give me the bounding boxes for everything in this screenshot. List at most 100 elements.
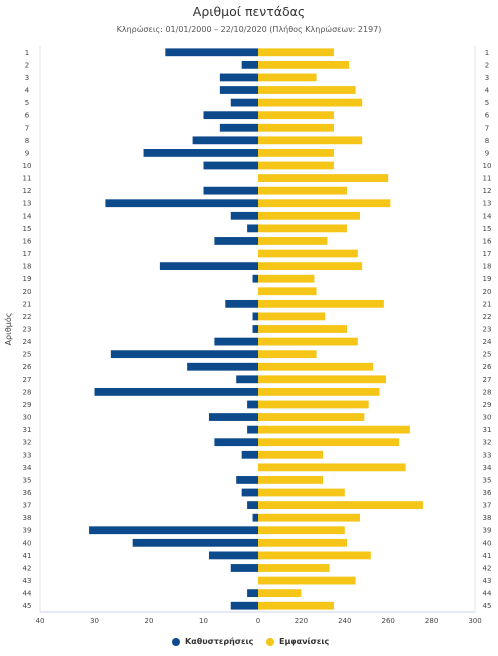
- bar-appearances-21: [258, 299, 384, 308]
- y-tick-right-23: 23: [483, 326, 492, 334]
- bar-delays-27: [236, 375, 258, 384]
- bar-delays-22: [252, 312, 258, 321]
- legend-label-delays: Καθυστερήσεις: [185, 637, 254, 646]
- bar-delays-45: [230, 601, 258, 610]
- bar-appearances-20: [258, 287, 317, 296]
- y-tick-left-27: 27: [23, 376, 32, 384]
- bar-appearances-32: [258, 438, 400, 447]
- y-tick-right-11: 11: [483, 175, 492, 183]
- y-tick-right-33: 33: [483, 451, 492, 459]
- bar-delays-37: [247, 501, 258, 509]
- y-tick-right-22: 22: [483, 313, 492, 321]
- bar-appearances-40: [258, 538, 347, 547]
- bar-delays-15: [247, 224, 258, 233]
- x-tick-appearances-300: 300: [468, 617, 481, 625]
- y-tick-left-26: 26: [23, 363, 32, 371]
- y-tick-right-16: 16: [483, 237, 492, 245]
- y-tick-left-44: 44: [23, 590, 32, 598]
- legend-item-appearances[interactable]: Εμφανίσεις: [266, 637, 329, 646]
- y-tick-right-14: 14: [483, 212, 492, 220]
- bar-appearances-6: [258, 111, 334, 120]
- y-tick-right-37: 37: [483, 502, 492, 510]
- y-tick-left-9: 9: [25, 149, 29, 157]
- y-tick-left-37: 37: [23, 502, 32, 510]
- bar-appearances-5: [258, 98, 363, 107]
- bar-appearances-26: [258, 362, 374, 371]
- bar-delays-1: [165, 48, 258, 57]
- y-tick-right-34: 34: [483, 464, 492, 472]
- bar-appearances-22: [258, 312, 326, 321]
- y-tick-left-41: 41: [23, 552, 32, 560]
- y-tick-left-22: 22: [23, 313, 32, 321]
- x-tick-delays-20: 20: [145, 617, 154, 625]
- x-tick-appearances-280: 280: [425, 617, 438, 625]
- legend-marker-delays: [172, 637, 180, 646]
- y-tick-right-36: 36: [483, 489, 492, 497]
- y-tick-left-32: 32: [23, 439, 32, 447]
- bar-delays-13: [105, 199, 259, 208]
- bar-delays-23: [252, 325, 258, 333]
- bar-delays-30: [208, 413, 258, 421]
- bar-delays-9: [143, 149, 258, 157]
- bar-appearances-18: [258, 262, 363, 271]
- bar-appearances-2: [258, 60, 350, 69]
- bar-delays-8: [192, 136, 258, 145]
- y-tick-left-33: 33: [23, 451, 32, 459]
- bar-appearances-31: [258, 425, 410, 434]
- y-tick-right-27: 27: [483, 376, 492, 384]
- bar-delays-14: [230, 211, 258, 220]
- y-tick-left-30: 30: [23, 414, 32, 422]
- bar-appearances-10: [258, 161, 334, 170]
- legend-marker-appearances: [266, 637, 274, 646]
- y-tick-left-10: 10: [23, 162, 32, 170]
- bar-appearances-38: [258, 513, 360, 522]
- bar-delays-41: [208, 551, 258, 560]
- y-tick-right-29: 29: [483, 401, 492, 409]
- chart-title: Αριθμοί πεντάδας: [192, 4, 306, 19]
- bar-delays-16: [214, 237, 258, 245]
- y-tick-left-16: 16: [23, 237, 32, 245]
- bar-appearances-23: [258, 325, 347, 333]
- y-tick-left-36: 36: [23, 489, 32, 497]
- y-tick-left-35: 35: [23, 476, 32, 484]
- y-tick-left-21: 21: [23, 300, 32, 308]
- bar-appearances-41: [258, 551, 371, 560]
- y-tick-left-11: 11: [23, 175, 32, 183]
- bar-delays-28: [94, 387, 258, 396]
- y-tick-right-10: 10: [483, 162, 492, 170]
- y-tick-right-7: 7: [485, 124, 489, 132]
- legend-item-delays[interactable]: Καθυστερήσεις: [172, 637, 253, 646]
- x-tick-delays-30: 30: [90, 617, 99, 625]
- y-tick-right-28: 28: [483, 388, 492, 396]
- bar-appearances-34: [258, 463, 406, 472]
- y-tick-left-40: 40: [23, 539, 32, 547]
- bar-delays-42: [230, 564, 258, 572]
- y-tick-left-17: 17: [23, 250, 32, 258]
- bar-appearances-45: [258, 601, 334, 610]
- bar-appearances-24: [258, 337, 358, 346]
- bar-appearances-28: [258, 387, 380, 396]
- bar-delays-31: [247, 425, 258, 434]
- y-tick-right-8: 8: [485, 137, 489, 145]
- bar-delays-32: [214, 438, 258, 447]
- bar-appearances-14: [258, 211, 360, 220]
- y-tick-right-18: 18: [483, 263, 492, 271]
- y-tick-right-40: 40: [483, 539, 492, 547]
- y-tick-left-15: 15: [23, 225, 32, 233]
- bar-delays-38: [252, 513, 258, 522]
- y-tick-left-39: 39: [23, 527, 32, 535]
- bar-appearances-3: [258, 73, 317, 82]
- bar-appearances-9: [258, 149, 334, 157]
- y-tick-left-43: 43: [23, 577, 32, 585]
- bar-appearances-30: [258, 413, 365, 421]
- x-tick-delays-40: 40: [36, 617, 45, 625]
- y-tick-right-13: 13: [483, 200, 492, 208]
- y-tick-left-14: 14: [23, 212, 32, 220]
- y-tick-right-24: 24: [483, 338, 492, 346]
- y-tick-left-28: 28: [23, 388, 32, 396]
- bar-appearances-12: [258, 186, 347, 195]
- chart-subtitle: Κληρώσεις: 01/01/2000 – 22/10/2020 (Πλήθ…: [116, 25, 382, 34]
- y-tick-right-3: 3: [485, 74, 489, 82]
- y-tick-left-25: 25: [23, 351, 32, 359]
- bar-appearances-29: [258, 400, 369, 409]
